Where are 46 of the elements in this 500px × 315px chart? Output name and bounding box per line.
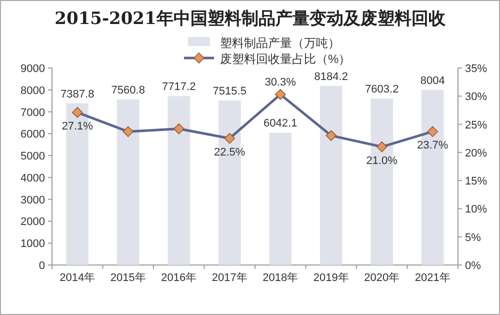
data-label: 21.0% <box>366 154 398 167</box>
x-tick-label: 2016年 <box>161 272 197 284</box>
y2-tick-label: 15% <box>465 176 488 188</box>
y-tick-label: 4000 <box>20 172 45 184</box>
x-tick-label: 2021年 <box>414 272 450 284</box>
data-label: 7717.2 <box>162 81 196 94</box>
x-tick-label: 2019年 <box>313 272 349 284</box>
data-label: 7560.8 <box>111 84 145 96</box>
data-label: 7387.8 <box>60 88 94 100</box>
x-tick-label: 2017年 <box>212 272 248 284</box>
legend-label: 废塑料回收量占比（%） <box>220 52 351 66</box>
y2-tick-label: 20% <box>465 147 488 160</box>
y2-tick-label: 30% <box>465 91 488 104</box>
legend-label: 塑料制品产量（万吨） <box>220 36 340 50</box>
y2-tick-label: 10% <box>465 204 488 216</box>
data-label: 22.5% <box>214 146 246 158</box>
y-tick-label: 6000 <box>20 128 45 141</box>
y-tick-label: 7000 <box>20 106 45 119</box>
bar <box>269 132 292 265</box>
data-label: 27.1% <box>62 120 94 132</box>
bar <box>168 96 190 265</box>
y2-tick-label: 0% <box>465 260 482 272</box>
y2-tick-label: 5% <box>465 232 482 244</box>
data-label: 23.7% <box>417 140 448 152</box>
x-tick-label: 2020年 <box>364 272 400 284</box>
y-tick-label: 3000 <box>20 194 45 206</box>
x-tick-label: 2018年 <box>262 272 298 284</box>
y-tick-label: 5000 <box>20 150 45 163</box>
data-label: 7515.5 <box>212 85 246 98</box>
chart-title: 2015-2021年中国塑料制品产量变动及废塑料回收 <box>54 8 446 29</box>
data-label: 30.3% <box>264 76 296 88</box>
data-label: 8184.2 <box>314 70 348 83</box>
bar <box>320 86 342 265</box>
y-tick-label: 9000 <box>20 63 45 75</box>
y-tick-label: 0 <box>38 260 45 272</box>
data-label: 6042.1 <box>264 118 298 130</box>
data-label: 8004 <box>420 74 445 87</box>
x-tick-label: 2014年 <box>60 272 96 284</box>
bar <box>116 100 140 265</box>
y-tick-label: 1000 <box>20 238 45 250</box>
y2-tick-label: 35% <box>465 63 488 75</box>
y-tick-label: 2000 <box>20 216 45 228</box>
y-tick-label: 8000 <box>20 84 45 97</box>
data-label: 7603.2 <box>365 84 399 96</box>
y2-tick-label: 25% <box>465 119 488 132</box>
x-tick-label: 2015年 <box>110 272 146 284</box>
